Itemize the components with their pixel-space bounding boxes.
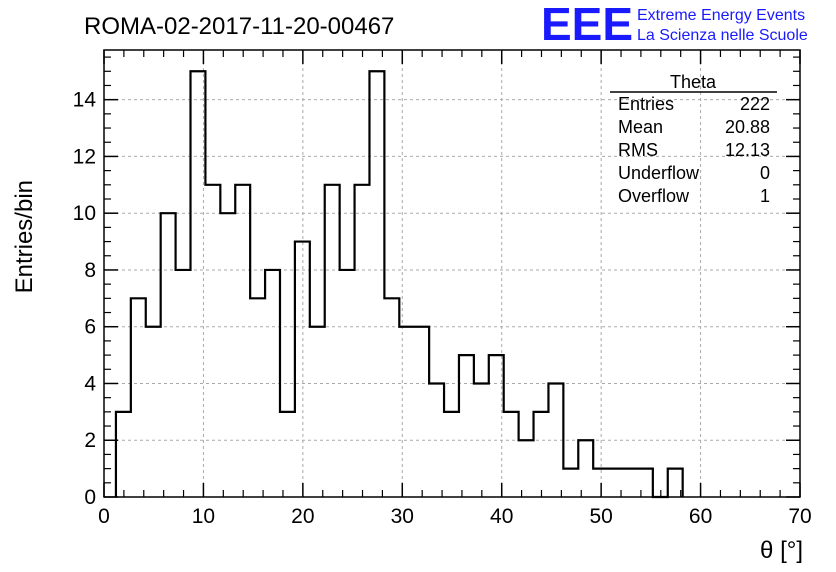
x-tick-label: 30 <box>391 505 414 528</box>
histogram-bin <box>310 327 325 497</box>
histogram-bin <box>474 383 489 497</box>
histogram-bin <box>280 412 295 497</box>
plot-frame <box>103 49 801 498</box>
stats-value: 1 <box>760 186 770 206</box>
stats-label: RMS <box>618 140 658 160</box>
histogram-bin <box>459 355 474 497</box>
y-tick-label: 8 <box>84 259 96 282</box>
y-tick-label: 10 <box>73 202 96 225</box>
stats-label: Mean <box>618 117 663 137</box>
stats-value: 0 <box>760 163 770 183</box>
histogram-bin <box>295 242 310 497</box>
x-tick-label: 10 <box>192 505 215 528</box>
stats-label: Overflow <box>618 186 690 206</box>
histogram-bin <box>489 355 504 497</box>
eee-logo: EEE <box>541 0 633 50</box>
stats-label: Entries <box>618 94 674 114</box>
x-tick-label: 70 <box>788 505 811 528</box>
histogram-bin <box>176 270 191 497</box>
stats-value: 12.13 <box>725 140 770 160</box>
histogram-bin <box>161 213 176 497</box>
histogram-bin <box>578 440 593 497</box>
histogram-bin <box>534 412 549 497</box>
stats-value: 20.88 <box>725 117 770 137</box>
x-tick-label: 20 <box>291 505 314 528</box>
stats-title: Theta <box>670 72 717 92</box>
histogram-bin <box>519 440 534 497</box>
histogram-bin <box>131 298 146 497</box>
x-axis-label: θ [°] <box>760 537 803 564</box>
stats-label: Underflow <box>618 163 700 183</box>
histogram-bin <box>220 213 235 497</box>
y-tick-label: 14 <box>73 89 97 112</box>
histogram-bin <box>444 412 459 497</box>
histogram-bin <box>384 298 399 497</box>
histogram-bin <box>146 327 161 497</box>
histogram-bin <box>235 185 250 497</box>
y-tick-label: 6 <box>84 316 96 339</box>
histogram-bin <box>429 383 444 497</box>
histogram-bin <box>548 383 563 497</box>
histogram-bin <box>116 412 131 497</box>
histogram-bin <box>191 71 206 497</box>
plot-border <box>103 49 801 498</box>
x-tick-label: 0 <box>98 505 110 528</box>
histogram-bin <box>623 469 638 497</box>
histogram-bin <box>414 327 429 497</box>
histogram-bin <box>205 185 220 497</box>
histogram-bin <box>504 412 519 497</box>
y-tick-label: 0 <box>84 486 96 509</box>
brand-line-2: La Scienza nelle Scuole <box>637 27 808 44</box>
histogram-bin <box>265 270 280 497</box>
brand-line-1: Extreme Energy Events <box>637 7 805 24</box>
chart-title: ROMA-02-2017-11-20-00467 <box>84 13 394 40</box>
y-axis-label: Entries/bin <box>11 180 38 293</box>
y-tick-label: 2 <box>84 429 96 452</box>
stats-value: 222 <box>740 94 770 114</box>
y-tick-label: 12 <box>73 145 96 168</box>
histogram-series <box>114 70 684 499</box>
histogram-bin <box>250 298 265 497</box>
stats-box: Theta Entries 222 Mean 20.88 RMS 12.13 Underfl… <box>610 72 777 206</box>
histogram-bin <box>399 327 414 497</box>
histogram-bin <box>355 185 370 497</box>
x-tick-label: 40 <box>490 505 513 528</box>
y-tick-label: 4 <box>84 372 96 395</box>
histogram-bin <box>638 469 653 497</box>
x-tick-label: 60 <box>689 505 712 528</box>
histogram-bin <box>563 469 578 497</box>
x-tick-label: 50 <box>589 505 612 528</box>
histogram-bin <box>325 185 340 497</box>
stats-rows: Entries 222 Mean 20.88 RMS 12.13 Underflow 0 Ove… <box>618 94 770 206</box>
histogram-bin <box>340 270 355 497</box>
histogram-outline <box>114 70 684 499</box>
histogram-bin <box>369 71 384 497</box>
